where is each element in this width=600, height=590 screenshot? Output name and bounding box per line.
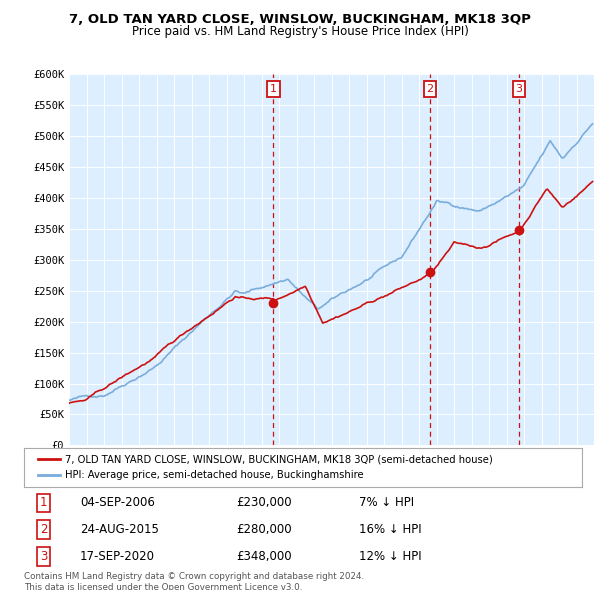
Text: £230,000: £230,000 [236,496,292,510]
Text: £280,000: £280,000 [236,523,292,536]
Text: 17-SEP-2020: 17-SEP-2020 [80,549,155,563]
Text: 1: 1 [40,496,47,510]
Text: 24-AUG-2015: 24-AUG-2015 [80,523,158,536]
Text: 04-SEP-2006: 04-SEP-2006 [80,496,155,510]
Text: 12% ↓ HPI: 12% ↓ HPI [359,549,421,563]
Text: 2: 2 [427,84,434,94]
Text: 1: 1 [270,84,277,94]
Text: 3: 3 [40,549,47,563]
Text: 7% ↓ HPI: 7% ↓ HPI [359,496,414,510]
Text: £348,000: £348,000 [236,549,292,563]
Legend: 7, OLD TAN YARD CLOSE, WINSLOW, BUCKINGHAM, MK18 3QP (semi-detached house), HPI:: 7, OLD TAN YARD CLOSE, WINSLOW, BUCKINGH… [32,449,499,486]
Text: Contains HM Land Registry data © Crown copyright and database right 2024.
This d: Contains HM Land Registry data © Crown c… [24,572,364,590]
Text: 3: 3 [515,84,523,94]
Text: Price paid vs. HM Land Registry's House Price Index (HPI): Price paid vs. HM Land Registry's House … [131,25,469,38]
Text: 2: 2 [40,523,47,536]
Text: 16% ↓ HPI: 16% ↓ HPI [359,523,421,536]
Text: 7, OLD TAN YARD CLOSE, WINSLOW, BUCKINGHAM, MK18 3QP: 7, OLD TAN YARD CLOSE, WINSLOW, BUCKINGH… [69,13,531,26]
